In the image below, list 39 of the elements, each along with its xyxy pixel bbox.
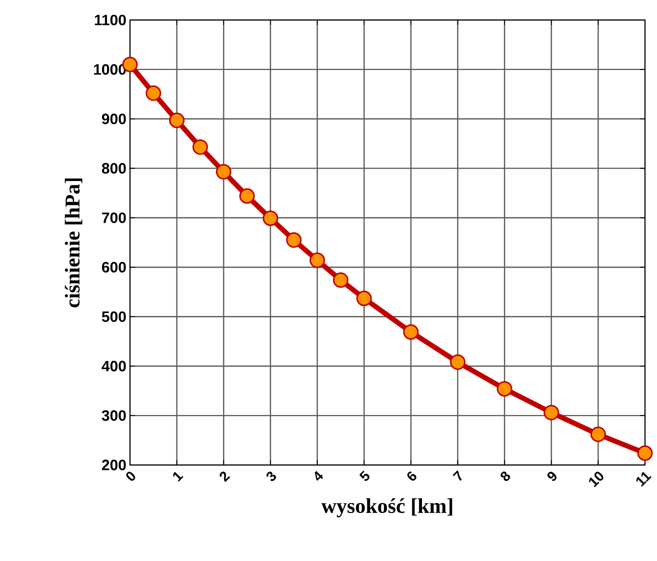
point [496,381,512,397]
y-tick-label: 900 [102,114,126,124]
x-tick-label: 3 [266,472,276,482]
y-tick-label: 1100 [94,14,126,26]
x-tick-label: 11 [636,472,652,487]
point [356,290,372,306]
y-tick-label: 800 [102,163,126,174]
y-tick-label: 200 [102,460,126,470]
x-tick-label: 0 [126,472,136,481]
y-tick-label: 400 [102,360,126,372]
point [403,324,419,340]
point [450,354,466,370]
x-tick-label: 1 [173,472,184,482]
point [192,139,208,155]
x-tick-label: 6 [407,472,416,481]
point [544,404,560,420]
x-tick-label: 4 [314,470,324,481]
y-tick-label: 500 [102,311,126,322]
x-tick-label: 2 [220,472,230,482]
y-axis-title: ciśnienie [hPa] [64,178,82,308]
y-tick-label: 300 [102,410,126,421]
point [590,426,606,442]
x-tick-label: 9 [547,472,556,481]
point [637,445,653,461]
point [262,210,278,226]
x-axis-title: wysokość [km] [321,498,452,518]
point [332,272,348,288]
point [239,188,255,204]
x-tick-label: 5 [359,470,370,481]
x-tick-label: 8 [500,472,510,482]
point [286,232,302,248]
point [216,164,232,180]
point [146,85,162,101]
point [310,252,326,268]
y-tick-label: 600 [102,262,126,273]
x-tick-label: 10 [589,472,604,488]
x-tick-label: 7 [452,470,462,481]
y-tick-label: 700 [102,212,126,224]
point [169,112,185,128]
